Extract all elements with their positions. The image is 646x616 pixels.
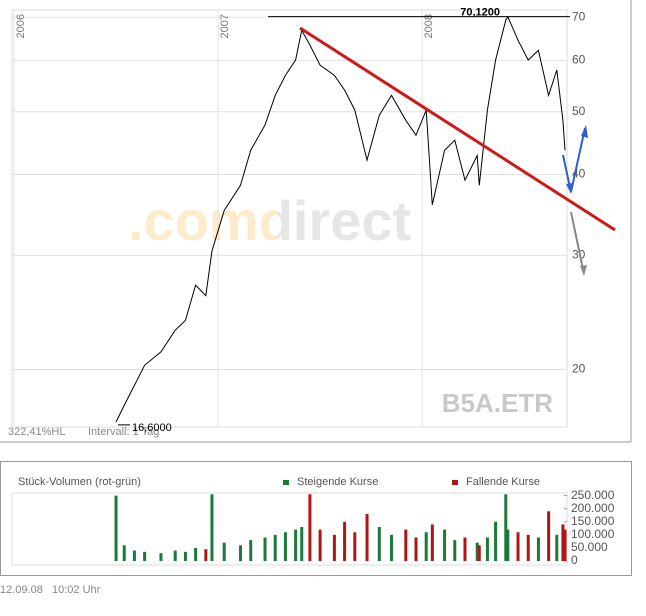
x-tick-label: 2008 [423, 14, 435, 38]
volume-bar [308, 494, 312, 561]
legend-label: Steigende Kurse [297, 476, 378, 488]
volume-bar [494, 521, 498, 561]
x-tick-label: 2007 [219, 14, 231, 38]
volume-bar [143, 551, 147, 561]
volume-bar [114, 495, 118, 561]
volume-bar [555, 534, 559, 561]
y-tick-label: 50 [572, 104, 586, 118]
volume-bar [318, 529, 322, 561]
x-tick-label: 2006 [15, 14, 27, 38]
volume-title: Stück-Volumen (rot-grün) [18, 476, 141, 488]
volume-bar [477, 545, 481, 561]
volume-bar [485, 537, 489, 561]
volume-bar [506, 529, 510, 561]
volume-bar [475, 542, 479, 561]
price-line [115, 15, 566, 423]
arrow-head [581, 125, 588, 138]
volume-bar [239, 545, 243, 561]
volume-bar [561, 524, 565, 561]
range-label: 322,41%HL [8, 426, 66, 438]
volume-bar [294, 529, 298, 561]
y-tick-label: 70 [572, 9, 586, 23]
arrow [570, 211, 585, 275]
volume-bar [547, 511, 551, 561]
volume-bar [404, 529, 408, 561]
y-tick-label: 20 [572, 362, 586, 376]
volume-bar [173, 550, 177, 561]
y-tick-label: 100.000 [571, 527, 615, 541]
volume-bar [377, 527, 381, 561]
y-tick-label: 200.000 [571, 501, 615, 515]
volume-bar [273, 534, 277, 561]
volume-bar [424, 532, 428, 561]
panel-border [0, 461, 632, 576]
y-tick-label: 150.000 [571, 514, 615, 528]
y-tick-label: 50.000 [571, 540, 608, 554]
volume-bar [249, 540, 253, 561]
volume-bar [132, 550, 136, 561]
legend-label: Fallende Kurse [466, 476, 540, 488]
volume-bar [263, 537, 267, 561]
plot-frame [11, 9, 568, 428]
trend-line [299, 26, 616, 232]
y-tick-label: 0 [571, 553, 578, 567]
volume-bar [300, 527, 304, 561]
y-tick-label: 60 [572, 53, 586, 67]
volume-bar [343, 521, 347, 561]
annotation-label: 70,1200 [460, 7, 500, 19]
volume-bar [430, 524, 434, 561]
volume-bar [390, 534, 394, 561]
volume-bar [443, 529, 447, 561]
symbol: B5A.ETR [442, 388, 553, 418]
annotation-label: 16,6000 [132, 422, 172, 434]
volume-bar [204, 549, 208, 561]
footer: 12.09.08 10:02 Uhr [0, 584, 101, 596]
volume-bar [536, 537, 540, 561]
volume-bar [365, 513, 369, 561]
volume-bar [504, 494, 508, 561]
volume-bar [183, 551, 187, 561]
volume-bar [283, 532, 287, 561]
volume-bar [194, 547, 198, 561]
volume-bar [210, 494, 214, 561]
volume-bar [122, 545, 126, 561]
volume-bar [516, 532, 520, 561]
volume-bar [526, 534, 530, 561]
volume-bar [563, 529, 567, 561]
legend-swatch [283, 480, 289, 485]
interval-label: Intervall: 1 Tag [88, 426, 159, 438]
arrow-head [580, 265, 587, 276]
volume-bar [414, 537, 418, 561]
volume-bar [332, 534, 336, 561]
volume-bar [353, 532, 357, 561]
plot-frame [11, 492, 568, 566]
y-tick-label: 250.000 [571, 488, 615, 502]
watermark: .comdirect [128, 189, 411, 252]
arrow [570, 127, 586, 193]
volume-bar [463, 537, 467, 561]
volume-bar [222, 542, 226, 561]
legend-swatch [452, 480, 458, 485]
volume-bar [453, 540, 457, 561]
volume-bar [159, 553, 163, 561]
y-tick-label: 30 [572, 248, 586, 262]
